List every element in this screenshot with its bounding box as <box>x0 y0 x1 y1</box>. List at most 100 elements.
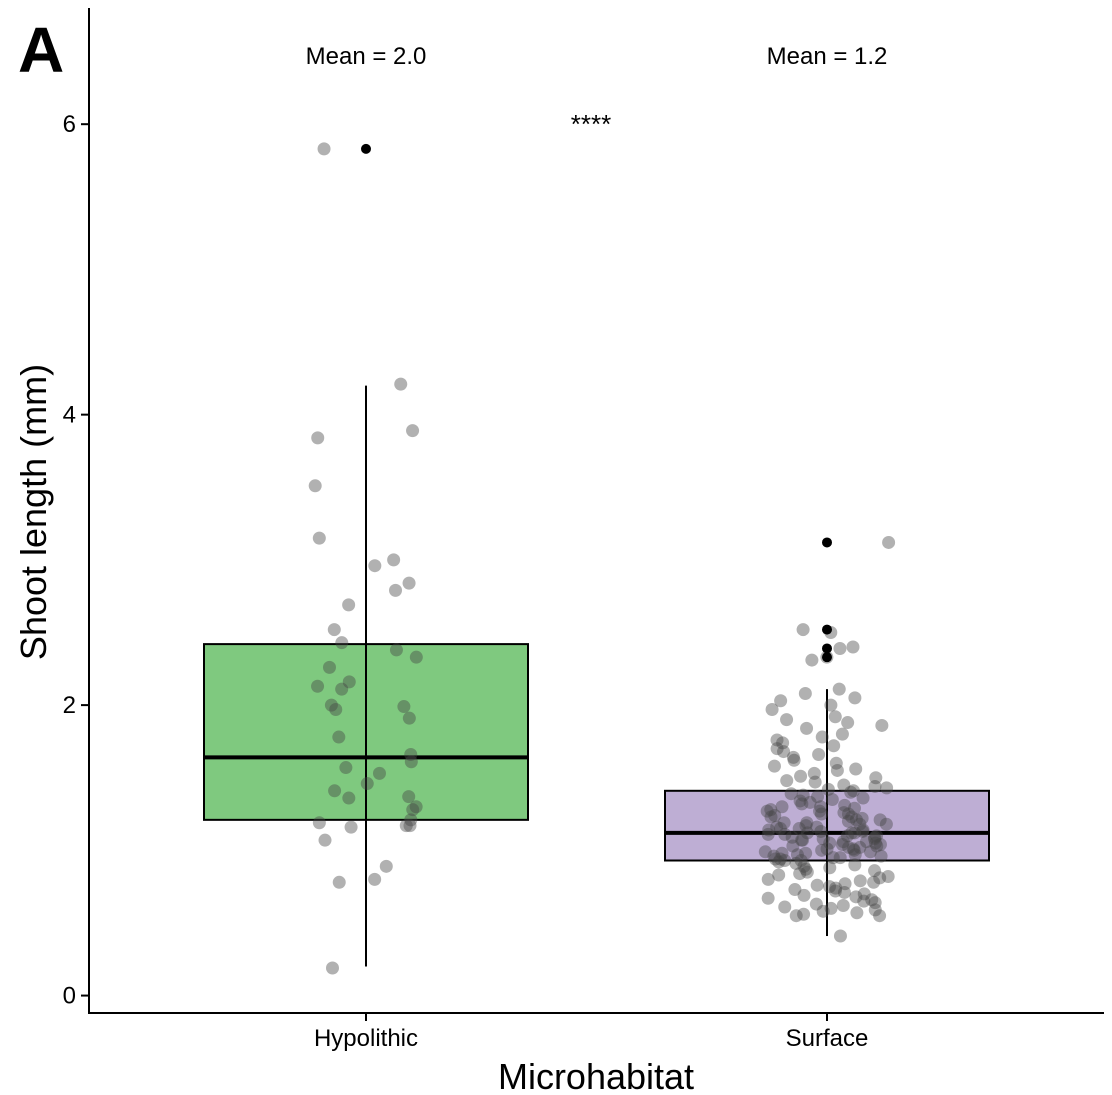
data-point-surface <box>837 899 850 912</box>
data-point-hypolithic <box>311 680 324 693</box>
data-point-surface <box>848 691 861 704</box>
data-point-hypolithic <box>368 873 381 886</box>
outlier-point-hypolithic <box>361 144 371 154</box>
data-point-surface <box>834 930 847 943</box>
x-axis-ticks: Hypolithic Surface <box>314 1013 868 1052</box>
data-point-surface <box>778 900 791 913</box>
data-point-surface <box>790 909 803 922</box>
data-point-surface <box>842 815 855 828</box>
point-layer <box>309 142 895 974</box>
data-point-surface <box>811 879 824 892</box>
data-point-hypolithic <box>333 876 346 889</box>
data-point-surface <box>799 687 812 700</box>
outlier-point-surface <box>822 625 832 635</box>
data-point-surface <box>788 754 801 767</box>
outlier-point-surface <box>822 652 832 662</box>
y-tick-label: 4 <box>63 402 76 429</box>
x-tick-label: Hypolithic <box>314 1025 418 1052</box>
data-point-surface <box>795 797 808 810</box>
data-point-surface <box>880 781 893 794</box>
data-point-hypolithic <box>313 532 326 545</box>
data-point-hypolithic <box>361 777 374 790</box>
data-point-surface <box>850 906 863 919</box>
data-point-hypolithic <box>389 584 402 597</box>
data-point-hypolithic <box>380 860 393 873</box>
y-tick-label: 6 <box>63 111 76 138</box>
y-tick-label: 2 <box>63 692 76 719</box>
data-point-hypolithic <box>342 598 355 611</box>
data-point-hypolithic <box>342 792 355 805</box>
data-point-surface <box>794 770 807 783</box>
data-point-surface <box>867 876 880 889</box>
data-point-surface <box>817 905 830 918</box>
data-point-hypolithic <box>319 834 332 847</box>
data-point-hypolithic <box>335 636 348 649</box>
data-point-hypolithic <box>387 553 400 566</box>
data-point-surface <box>824 699 837 712</box>
data-point-surface <box>857 895 870 908</box>
data-point-hypolithic <box>311 431 324 444</box>
data-point-surface <box>762 873 775 886</box>
outlier-point-surface <box>822 537 832 547</box>
mean-label-hypolithic: Mean = 2.0 <box>306 43 427 70</box>
data-point-hypolithic <box>329 703 342 716</box>
data-point-surface <box>809 776 822 789</box>
data-point-surface <box>805 654 818 667</box>
outlier-point-surface <box>822 643 832 653</box>
data-point-surface <box>762 892 775 905</box>
data-point-hypolithic <box>390 643 403 656</box>
data-point-hypolithic <box>339 761 352 774</box>
data-point-surface <box>816 731 829 744</box>
data-point-surface <box>848 858 861 871</box>
data-point-hypolithic <box>326 961 339 974</box>
data-point-hypolithic <box>403 577 416 590</box>
x-axis-title: Microhabitat <box>498 1056 694 1095</box>
data-point-surface <box>815 844 828 857</box>
data-point-hypolithic <box>332 731 345 744</box>
data-point-hypolithic <box>328 784 341 797</box>
data-point-surface <box>780 774 793 787</box>
data-point-surface <box>875 719 888 732</box>
data-point-surface <box>836 728 849 741</box>
data-point-surface <box>873 909 886 922</box>
data-point-surface <box>827 739 840 752</box>
data-point-surface <box>797 623 810 636</box>
data-point-hypolithic <box>313 816 326 829</box>
data-point-surface <box>780 713 793 726</box>
data-point-surface <box>762 828 775 841</box>
mean-label-surface: Mean = 1.2 <box>767 43 888 70</box>
data-point-hypolithic <box>309 479 322 492</box>
data-point-hypolithic <box>400 819 413 832</box>
y-axis-ticks: 0 2 4 6 <box>63 111 89 1009</box>
data-point-hypolithic <box>397 700 410 713</box>
data-point-hypolithic <box>318 142 331 155</box>
data-point-surface <box>823 861 836 874</box>
data-point-surface <box>826 793 839 806</box>
data-point-hypolithic <box>405 755 418 768</box>
data-point-surface <box>793 867 806 880</box>
data-point-surface <box>800 722 813 735</box>
data-point-surface <box>841 716 854 729</box>
data-point-surface <box>857 792 870 805</box>
data-point-surface <box>768 760 781 773</box>
data-point-surface <box>798 889 811 902</box>
data-point-surface <box>868 780 881 793</box>
data-point-surface <box>844 786 857 799</box>
y-tick-label: 0 <box>63 983 76 1010</box>
significance-label: **** <box>571 109 611 139</box>
data-point-surface <box>882 536 895 549</box>
data-point-surface <box>875 850 888 863</box>
data-point-surface <box>880 818 893 831</box>
data-point-hypolithic <box>394 378 407 391</box>
data-point-surface <box>833 642 846 655</box>
data-point-hypolithic <box>368 559 381 572</box>
data-point-surface <box>829 710 842 723</box>
data-point-surface <box>833 683 846 696</box>
data-point-surface <box>854 874 867 887</box>
data-point-surface <box>812 748 825 761</box>
data-point-surface <box>849 763 862 776</box>
data-point-hypolithic <box>406 424 419 437</box>
data-point-hypolithic <box>403 712 416 725</box>
y-axis-title: Shoot length (mm) <box>13 364 54 660</box>
